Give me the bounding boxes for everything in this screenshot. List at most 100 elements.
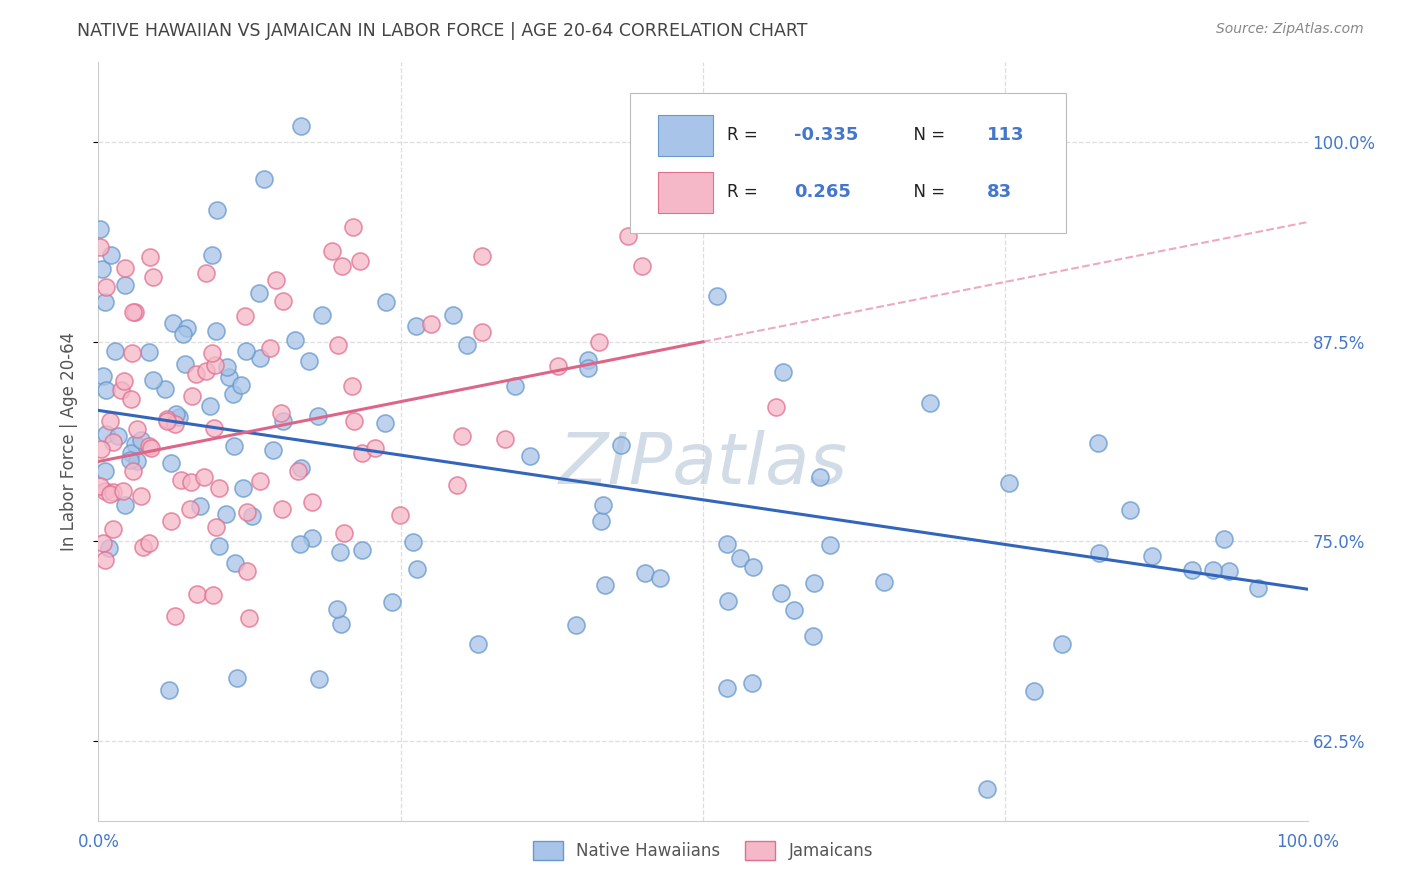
FancyBboxPatch shape (630, 93, 1066, 233)
Point (467, 637, 489, 651)
Point (1087, 436, 1109, 450)
Point (340, 378, 363, 392)
Point (90, 442, 112, 456)
Point (93, 552, 115, 566)
Point (741, 676, 763, 690)
Point (114, 278, 136, 293)
Point (121, 345, 143, 359)
Point (565, 618, 588, 632)
Point (202, 588, 225, 602)
Point (138, 439, 160, 453)
Point (229, 378, 252, 392)
Point (271, 501, 294, 516)
Point (249, 351, 271, 366)
Point (706, 289, 728, 303)
Point (1202, 563, 1225, 577)
Point (374, 417, 396, 431)
Text: 0.265: 0.265 (794, 184, 851, 202)
Point (578, 352, 600, 367)
Point (201, 346, 224, 360)
Point (153, 382, 176, 396)
Point (273, 414, 295, 428)
Point (419, 317, 441, 331)
Point (381, 594, 404, 608)
Point (290, 460, 312, 475)
Legend: Native Hawaiians, Jamaicans: Native Hawaiians, Jamaicans (527, 836, 879, 865)
Point (181, 389, 204, 403)
Point (352, 446, 374, 460)
Point (918, 396, 941, 410)
Text: NATIVE HAWAIIAN VS JAMAICAN IN LABOR FORCE | AGE 20-64 CORRELATION CHART: NATIVE HAWAIIAN VS JAMAICAN IN LABOR FOR… (77, 22, 808, 40)
Point (179, 502, 201, 516)
Point (204, 520, 226, 534)
Point (290, 120, 312, 134)
Point (262, 443, 284, 458)
Point (616, 228, 638, 243)
Point (127, 422, 149, 436)
Point (631, 259, 654, 273)
Point (124, 305, 146, 319)
Point (235, 564, 257, 578)
Point (235, 344, 257, 359)
Point (247, 285, 270, 300)
Point (308, 409, 330, 423)
Point (591, 514, 613, 528)
Point (343, 414, 366, 428)
Text: N =: N = (903, 184, 950, 202)
Point (352, 542, 374, 557)
Point (104, 344, 127, 359)
Point (204, 359, 226, 373)
Point (298, 354, 321, 368)
Point (1181, 564, 1204, 578)
Point (222, 439, 245, 453)
Point (1119, 503, 1142, 517)
Point (218, 369, 240, 384)
Point (326, 338, 349, 352)
Point (96, 383, 118, 397)
Point (238, 610, 260, 624)
Point (94, 427, 117, 442)
Point (471, 249, 494, 263)
Point (505, 378, 527, 392)
Point (783, 603, 806, 617)
Point (207, 539, 229, 553)
Point (253, 172, 276, 186)
Point (111, 484, 134, 499)
Point (122, 304, 145, 318)
Point (90, 262, 112, 277)
Point (129, 489, 152, 503)
Point (374, 295, 396, 310)
Point (325, 602, 347, 616)
Point (224, 556, 246, 570)
Text: 83: 83 (987, 184, 1012, 202)
Point (165, 407, 187, 421)
Point (270, 406, 292, 420)
Point (330, 259, 353, 273)
Point (1247, 581, 1270, 595)
Text: ZIPatlas: ZIPatlas (558, 430, 848, 499)
Point (142, 373, 165, 387)
Point (595, 577, 617, 591)
Point (471, 325, 494, 339)
Point (765, 400, 787, 414)
Point (872, 574, 894, 589)
Point (405, 318, 427, 333)
Point (308, 673, 330, 687)
Point (121, 392, 143, 406)
Text: 100.0%: 100.0% (1277, 833, 1339, 851)
Point (122, 464, 145, 478)
Point (222, 387, 245, 401)
Point (202, 421, 225, 435)
Bar (658, 114, 713, 156)
Point (142, 270, 165, 285)
Point (157, 682, 180, 697)
Point (287, 464, 309, 478)
Point (232, 481, 254, 495)
Point (215, 507, 238, 521)
Point (301, 531, 323, 545)
Point (301, 495, 323, 509)
Point (114, 499, 136, 513)
Point (284, 333, 307, 347)
Point (167, 410, 190, 425)
Point (129, 433, 152, 447)
